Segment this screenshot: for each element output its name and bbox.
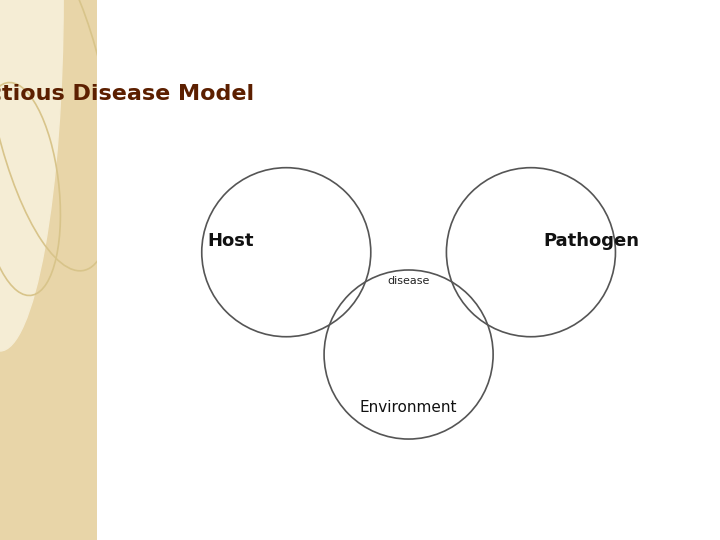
Text: Environment: Environment: [360, 400, 457, 415]
Text: Pathogen: Pathogen: [543, 232, 639, 250]
Text: Infectious Disease Model: Infectious Disease Model: [0, 84, 254, 104]
Wedge shape: [0, 0, 63, 351]
Text: disease: disease: [387, 276, 430, 286]
Text: Host: Host: [207, 232, 254, 250]
